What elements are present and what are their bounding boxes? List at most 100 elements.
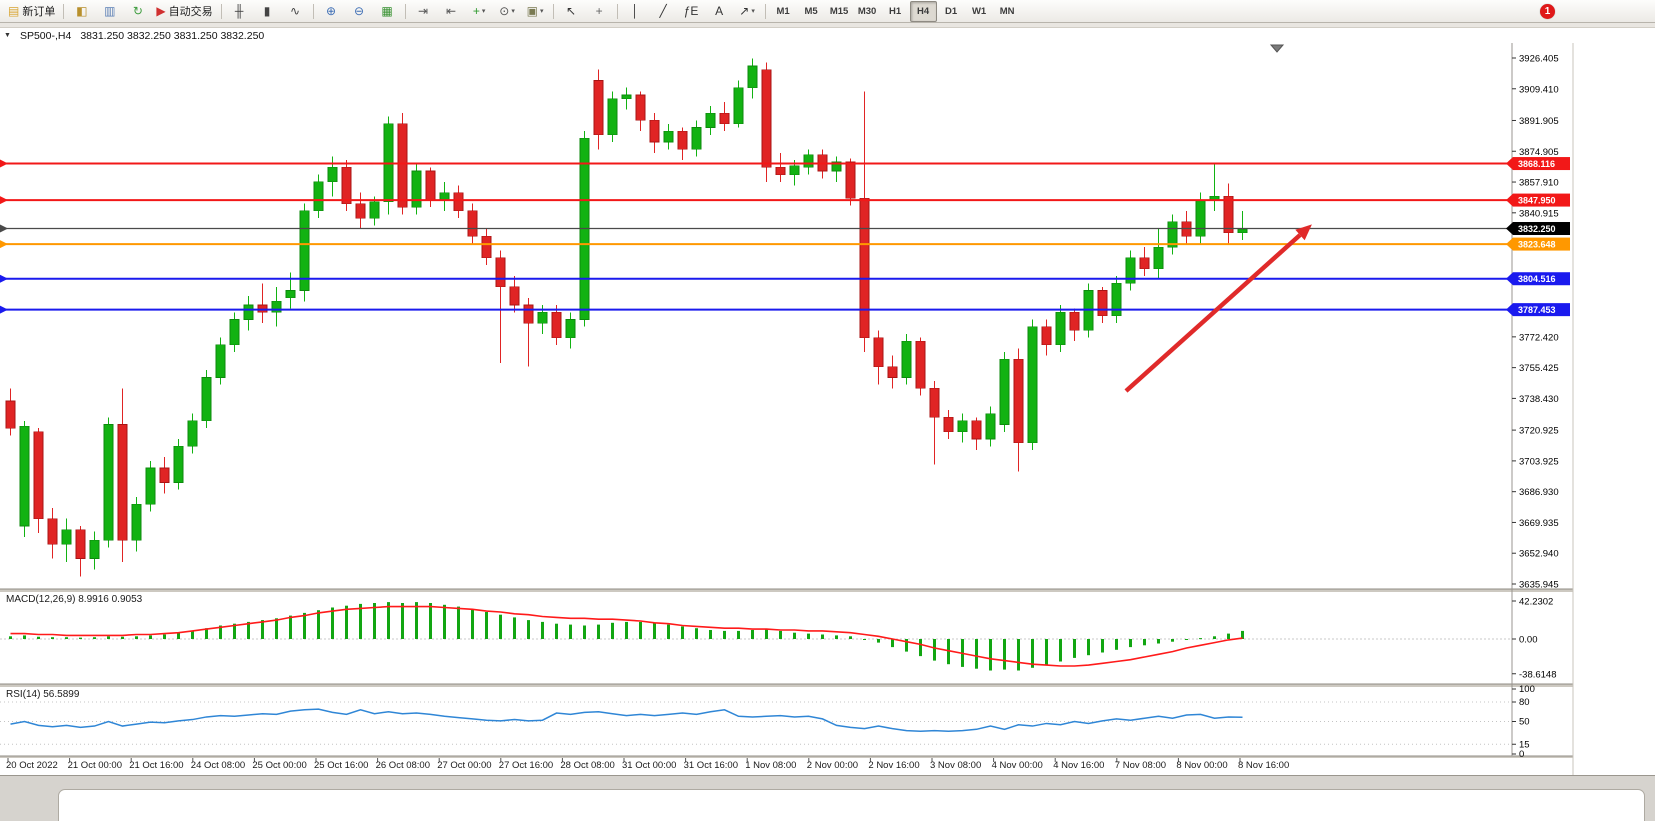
terminal-panel-edge[interactable] bbox=[58, 789, 1645, 821]
auto-scroll-button[interactable]: ⇥ bbox=[410, 1, 437, 22]
arrows-button[interactable]: ↗ ▾ bbox=[734, 1, 761, 22]
chart-collapse-icon[interactable]: ▼ bbox=[4, 32, 11, 39]
time-tick-label: 24 Oct 08:00 bbox=[191, 760, 245, 771]
macd-histogram-bar bbox=[667, 624, 670, 639]
price-badge: 3823.648 bbox=[1506, 237, 1570, 251]
timeframe-m30-button[interactable]: M30 bbox=[854, 1, 881, 22]
price-tick-label: 3652.940 bbox=[1519, 549, 1559, 560]
candle-body bbox=[117, 424, 128, 541]
indicators-button-dropdown-icon[interactable]: ▾ bbox=[481, 8, 486, 15]
candle bbox=[19, 420, 30, 537]
timeframe-m1-button[interactable]: M1 bbox=[770, 1, 797, 22]
candle-body bbox=[299, 210, 310, 291]
panel-separator[interactable] bbox=[0, 756, 1573, 758]
vertical-line-button[interactable]: │ bbox=[622, 1, 649, 22]
time-tick-label: 8 Nov 00:00 bbox=[1176, 760, 1227, 771]
candle bbox=[131, 496, 142, 552]
chart-shift-marker[interactable] bbox=[1269, 44, 1285, 53]
candle-body bbox=[537, 311, 548, 324]
line-chart-button[interactable]: ∿ bbox=[282, 1, 309, 22]
price-axis[interactable]: 3926.405 3909.410 3891.905 3874.905 3857.910… bbox=[1506, 43, 1574, 775]
time-axis[interactable]: 20 Oct 2022 21 Oct 00:00 21 Oct 16:00 24 Oc… bbox=[6, 758, 1289, 771]
price-badge-notch bbox=[1506, 272, 1513, 286]
timeframe-h1-button[interactable]: H1 bbox=[882, 1, 909, 22]
candle-body bbox=[159, 467, 170, 483]
notification-badge[interactable]: 1 bbox=[1540, 3, 1555, 19]
periods-button[interactable]: ⊙ ▾ bbox=[494, 1, 521, 22]
macd-histogram-bar bbox=[1003, 639, 1006, 670]
candle-body bbox=[131, 503, 142, 541]
chart-shift-button[interactable]: ⇤ bbox=[438, 1, 465, 22]
price-badge-label: 3832.250 bbox=[1518, 224, 1556, 234]
cursor-button[interactable]: ↖ bbox=[558, 1, 585, 22]
candle-body bbox=[187, 420, 198, 447]
macd-histogram-bar bbox=[471, 609, 474, 639]
periods-button-dropdown-icon[interactable]: ▾ bbox=[511, 8, 515, 15]
candle-body bbox=[453, 192, 464, 212]
candle bbox=[999, 352, 1010, 432]
new-chart-button[interactable]: ◧ bbox=[68, 1, 95, 22]
candle-body bbox=[145, 467, 156, 505]
timeframe-w1-button[interactable]: W1 bbox=[966, 1, 993, 22]
candle-body bbox=[915, 340, 926, 389]
macd-histogram-bar bbox=[65, 637, 68, 639]
fibonacci-button[interactable]: ƒE bbox=[678, 1, 705, 22]
candle bbox=[1167, 214, 1178, 255]
candle bbox=[355, 192, 366, 229]
macd-histogram-bar bbox=[975, 639, 978, 669]
macd-histogram-bar bbox=[303, 612, 306, 639]
panel-separator[interactable] bbox=[0, 589, 1573, 592]
candle-body bbox=[887, 366, 898, 378]
timeframe-d1-button-label: D1 bbox=[945, 5, 958, 17]
macd-histogram-bar bbox=[317, 610, 320, 639]
candle-body bbox=[691, 127, 702, 150]
arrows-button-dropdown-icon[interactable]: ▾ bbox=[751, 8, 755, 15]
rsi-panel: RSI(14) 56.5899 100 80 50 150 bbox=[0, 684, 1535, 760]
templates-button[interactable]: ▣ ▾ bbox=[522, 1, 549, 22]
auto-trading-button[interactable]: ▶ 自动交易 bbox=[152, 1, 216, 22]
timeframe-h4-button[interactable]: H4 bbox=[909, 0, 937, 22]
macd-histogram-bar bbox=[401, 603, 404, 639]
timeframe-m5-button[interactable]: M5 bbox=[798, 1, 825, 22]
price-badge-rect bbox=[1513, 157, 1570, 171]
zoom-in-button[interactable]: ⊕ bbox=[318, 1, 345, 22]
candle bbox=[453, 185, 464, 219]
candle-body bbox=[229, 319, 240, 346]
toolbar-separator bbox=[220, 3, 222, 19]
panel-separator[interactable] bbox=[0, 684, 1573, 687]
time-tick-label: 1 Nov 08:00 bbox=[745, 760, 796, 771]
trendline-icon: ╱ bbox=[659, 4, 667, 18]
candlestick-chart-button[interactable]: ▮ bbox=[254, 1, 281, 22]
refresh-button[interactable]: ↻ bbox=[124, 1, 151, 22]
zoom-out-button[interactable]: ⊖ bbox=[346, 1, 373, 22]
candle bbox=[719, 102, 730, 132]
price-tick-label: 3686.930 bbox=[1519, 487, 1559, 498]
price-chart-canvas[interactable]: 3926.405 3909.410 3891.905 3874.905 3857.910… bbox=[0, 43, 1655, 775]
candle-body bbox=[761, 69, 772, 168]
macd-histogram-bar bbox=[639, 621, 642, 639]
timeframe-mn-button[interactable]: MN bbox=[994, 1, 1021, 22]
trendline-button[interactable]: ╱ bbox=[650, 1, 677, 22]
time-tick-label: 2 Nov 00:00 bbox=[807, 760, 858, 771]
trend-arrow-annotation[interactable] bbox=[1124, 219, 1317, 393]
profiles-button[interactable]: ▥ bbox=[96, 1, 123, 22]
templates-button-dropdown-icon[interactable]: ▾ bbox=[539, 8, 544, 15]
window-band bbox=[0, 23, 1655, 28]
timeframe-d1-button[interactable]: D1 bbox=[938, 1, 965, 22]
timeframe-m1-button-label: M1 bbox=[776, 5, 790, 17]
candle bbox=[691, 120, 702, 157]
candle-body bbox=[831, 161, 842, 172]
indicators-button[interactable]: + ▾ bbox=[466, 1, 493, 22]
macd-histogram-bar bbox=[93, 637, 96, 639]
crosshair-button[interactable]: + bbox=[586, 1, 613, 22]
text-button[interactable]: A bbox=[706, 1, 733, 22]
vertical-line-icon: │ bbox=[631, 4, 639, 18]
bar-chart-button[interactable]: ╫ bbox=[226, 1, 253, 22]
price-badge-label: 3804.516 bbox=[1518, 274, 1556, 284]
tile-windows-button[interactable]: ▦ bbox=[374, 1, 401, 22]
new-order-button[interactable]: ▤ 新订单 bbox=[4, 1, 59, 22]
macd-histogram-bar bbox=[849, 636, 852, 639]
timeframe-m15-button[interactable]: M15 bbox=[826, 1, 853, 22]
candle bbox=[257, 283, 268, 324]
macd-histogram-bar bbox=[1045, 639, 1048, 666]
